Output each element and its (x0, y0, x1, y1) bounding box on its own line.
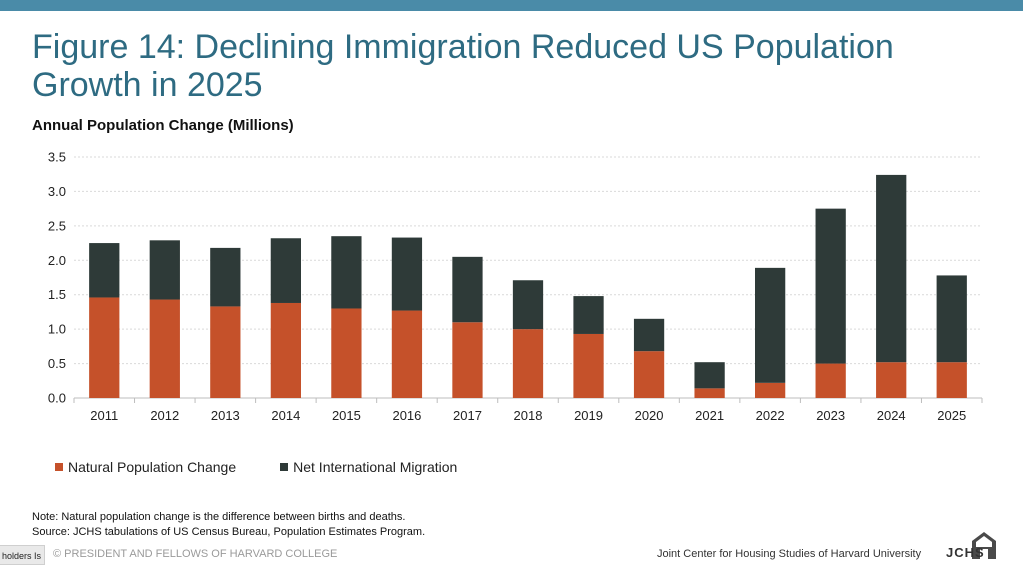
x-tick-label: 2023 (816, 408, 845, 423)
x-tick-label: 2014 (271, 408, 300, 423)
bar-migration-2022 (755, 267, 786, 383)
bar-natural-2022 (755, 382, 786, 398)
x-tick-label: 2012 (150, 408, 179, 423)
y-tick-label: 2.5 (48, 218, 66, 233)
source-line: Source: JCHS tabulations of US Census Bu… (32, 526, 426, 538)
x-tick-label: 2024 (877, 408, 906, 423)
y-tick-label: 1.0 (48, 322, 66, 337)
bar-migration-2017 (452, 256, 483, 323)
bar-natural-2018 (512, 329, 544, 398)
bar-natural-2013 (210, 306, 241, 398)
bar-migration-2015 (331, 236, 362, 309)
x-tick-label: 2025 (937, 408, 966, 423)
x-tick-label: 2018 (514, 408, 543, 423)
organization-name: Joint Center for Housing Studies of Harv… (657, 548, 922, 560)
x-tick-label: 2011 (90, 408, 118, 423)
bar-natural-2019 (573, 333, 604, 398)
bar-migration-2019 (573, 296, 604, 334)
x-tick-label: 2016 (392, 408, 421, 423)
legend-swatch-natural (55, 463, 63, 471)
chart-title: Annual Population Change (Millions) (32, 117, 294, 134)
chart-notes: Note: Natural population change is the d… (32, 510, 425, 540)
bar-migration-2020 (633, 318, 665, 352)
x-tick-label: 2020 (635, 408, 664, 423)
bar-migration-2018 (512, 280, 544, 330)
x-tick-label: 2015 (332, 408, 361, 423)
legend-label-migration: Net International Migration (293, 459, 458, 475)
y-tick-label: 0.0 (48, 391, 66, 406)
bar-migration-2021 (694, 362, 725, 389)
jchs-logo: JCHS (946, 530, 998, 562)
page-title: Figure 14: Declining Immigration Reduced… (32, 28, 894, 104)
logo-text: JCHS (946, 545, 985, 560)
legend-item-migration: Net International Migration (280, 459, 457, 475)
bar-natural-2015 (331, 308, 362, 398)
bar-migration-2016 (391, 237, 423, 311)
y-tick-label: 1.5 (48, 287, 66, 302)
x-tick-label: 2013 (211, 408, 240, 423)
bar-migration-2014 (270, 238, 301, 303)
x-tick-label: 2019 (574, 408, 603, 423)
bar-migration-2012 (149, 240, 180, 300)
footer-tab[interactable]: holders Is (0, 545, 45, 565)
top-accent-bar (0, 0, 1023, 11)
bar-natural-2020 (633, 351, 665, 398)
y-tick-label: 2.0 (48, 253, 66, 268)
legend-label-natural: Natural Population Change (68, 459, 237, 475)
chart-legend: Natural Population Change Net Internatio… (55, 459, 501, 475)
x-tick-label: 2021 (695, 408, 724, 423)
copyright-text: © PRESIDENT AND FELLOWS OF HARVARD COLLE… (53, 548, 338, 560)
y-tick-label: 0.5 (48, 356, 66, 371)
bar-natural-2016 (391, 310, 423, 398)
x-tick-label: 2022 (756, 408, 785, 423)
bar-natural-2025 (936, 362, 967, 398)
x-tick-label: 2017 (453, 408, 482, 423)
y-tick-label: 3.5 (48, 150, 66, 165)
y-tick-label: 3.0 (48, 184, 66, 199)
bar-migration-2023 (815, 208, 846, 364)
house-icon (972, 532, 996, 559)
bar-natural-2024 (876, 362, 907, 398)
bar-natural-2021 (694, 388, 725, 398)
bar-migration-2025 (936, 275, 967, 363)
bar-natural-2012 (149, 299, 180, 398)
bar-migration-2013 (210, 247, 241, 307)
legend-item-natural: Natural Population Change (55, 459, 236, 475)
bar-natural-2023 (815, 363, 846, 398)
bar-migration-2011 (89, 243, 120, 298)
note-line: Note: Natural population change is the d… (32, 511, 406, 523)
bar-natural-2014 (270, 302, 301, 398)
bar-natural-2017 (452, 322, 483, 398)
bar-migration-2024 (876, 174, 907, 363)
bar-natural-2011 (89, 297, 120, 398)
legend-swatch-migration (280, 463, 289, 471)
